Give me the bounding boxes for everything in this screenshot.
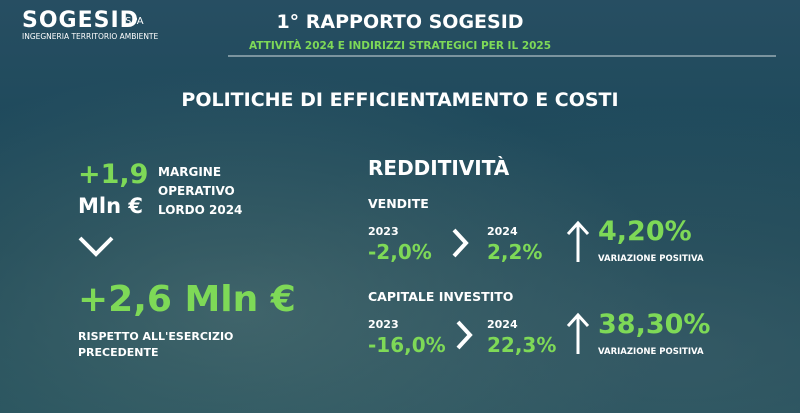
year: 2024 bbox=[487, 225, 518, 238]
chevron-right bbox=[452, 228, 469, 258]
chevron-right bbox=[456, 320, 473, 350]
title: 1° RAPPORTO SOGESID bbox=[276, 11, 524, 33]
change-label: VARIAZIONE POSITIVA bbox=[598, 254, 704, 264]
value: 2,2% bbox=[487, 240, 543, 264]
block-name: CAPITALE INVESTITO bbox=[368, 289, 514, 304]
logo-suffix: SPA bbox=[125, 16, 144, 27]
label: MARGINE OPERATIVO LORDO 2024 bbox=[158, 165, 243, 217]
change: 38,30% bbox=[598, 309, 711, 340]
year: 2023 bbox=[368, 225, 399, 238]
year: 2023 bbox=[368, 318, 399, 331]
value: -16,0% bbox=[368, 333, 446, 357]
value: +2,6 Mln € bbox=[78, 279, 296, 320]
year: 2024 bbox=[487, 318, 518, 331]
arrow-up bbox=[566, 312, 590, 354]
value: -2,0% bbox=[368, 240, 432, 264]
block-name: VENDITE bbox=[368, 196, 429, 211]
chevron-down bbox=[78, 236, 114, 257]
label: RISPETTO ALL'ESERCIZIO PRECEDENTE bbox=[78, 330, 234, 359]
change: 4,20% bbox=[598, 216, 692, 247]
arrow-up bbox=[566, 220, 590, 262]
value: 22,3% bbox=[487, 333, 557, 357]
section-title: POLITICHE DI EFFICIENTAMENTO E COSTI bbox=[181, 89, 619, 111]
subtitle: ATTIVITÀ 2024 E INDIRIZZI STRATEGICI PER… bbox=[248, 40, 552, 52]
logo-tagline: INGEGNERIA TERRITORIO AMBIENTE bbox=[22, 32, 159, 41]
heading: REDDITIVITÀ bbox=[368, 156, 510, 180]
logo: SOGESID bbox=[22, 8, 139, 33]
value: +1,9 bbox=[78, 159, 149, 190]
change-label: VARIAZIONE POSITIVA bbox=[598, 347, 704, 357]
unit: Mln € bbox=[78, 194, 143, 218]
